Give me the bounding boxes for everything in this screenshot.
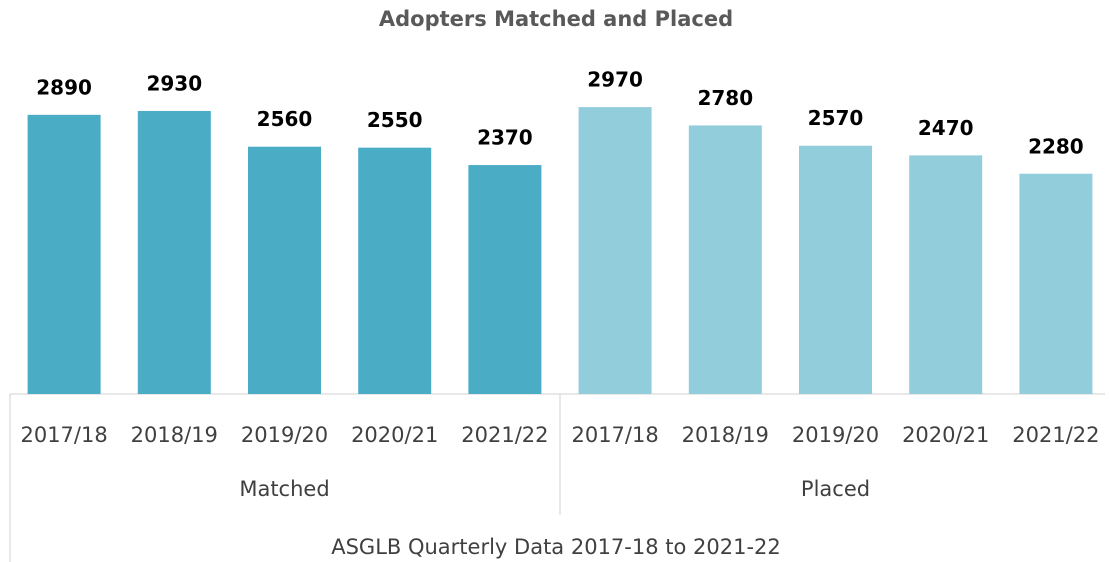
bar [137,110,211,394]
bar [688,125,762,395]
bar [248,146,321,394]
x-tick-label: 2018/19 [131,423,218,447]
bar [27,114,101,395]
x-tick-label: 2020/21 [902,423,989,447]
data-label: 2970 [587,68,643,92]
data-label: 2890 [36,75,92,99]
data-label: 2570 [808,106,864,130]
bar [799,145,872,394]
x-axis-title: ASGLB Quarterly Data 2017-18 to 2021-22 [331,535,781,559]
data-label: 2370 [477,126,533,150]
data-label: 2780 [697,86,753,110]
data-label: 2930 [146,71,202,95]
x-tick-label: 2021/22 [461,423,548,447]
x-tick-label: 2021/22 [1012,423,1099,447]
x-tick-label: 2017/18 [571,423,658,447]
bar [909,155,983,394]
data-label: 2550 [367,108,423,132]
x-tick-label: 2019/20 [792,423,879,447]
group-label: Placed [801,477,870,501]
data-label: 2470 [918,116,974,140]
bar [358,147,432,394]
data-label: 2560 [257,107,313,131]
bar [468,165,542,394]
bar [1019,173,1093,394]
x-tick-label: 2020/21 [351,423,438,447]
data-label: 2280 [1028,134,1084,158]
group-label: Matched [239,477,329,501]
bar [578,107,652,395]
x-tick-label: 2019/20 [241,423,328,447]
x-tick-label: 2017/18 [20,423,107,447]
x-tick-label: 2018/19 [682,423,769,447]
chart-title: Adopters Matched and Placed [379,7,733,31]
